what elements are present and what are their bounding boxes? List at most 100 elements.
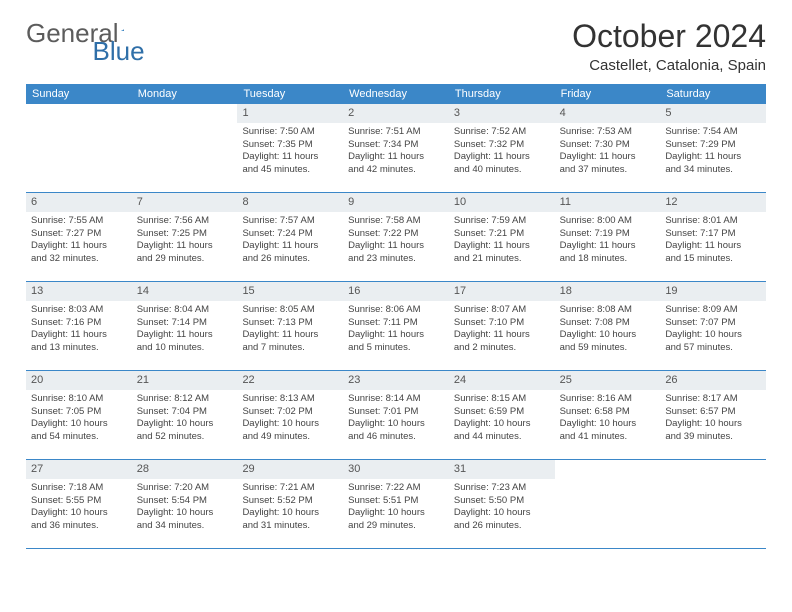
sunrise-text: Sunrise: 7:50 AM xyxy=(242,126,338,139)
daylight-text: and 41 minutes. xyxy=(560,431,656,444)
daylight-text: Daylight: 11 hours xyxy=(560,151,656,164)
day-cell: 27Sunrise: 7:18 AMSunset: 5:55 PMDayligh… xyxy=(26,460,132,548)
daylight-text: and 52 minutes. xyxy=(137,431,233,444)
day-number: 11 xyxy=(555,193,661,212)
sunrise-text: Sunrise: 7:58 AM xyxy=(348,215,444,228)
daylight-text: and 37 minutes. xyxy=(560,164,656,177)
day-number: 15 xyxy=(237,282,343,301)
day-cell-empty xyxy=(26,104,132,192)
daylight-text: and 2 minutes. xyxy=(454,342,550,355)
day-body: Sunrise: 7:59 AMSunset: 7:21 PMDaylight:… xyxy=(449,212,555,271)
day-cell: 25Sunrise: 8:16 AMSunset: 6:58 PMDayligh… xyxy=(555,371,661,459)
day-body: Sunrise: 7:23 AMSunset: 5:50 PMDaylight:… xyxy=(449,479,555,538)
daylight-text: Daylight: 11 hours xyxy=(242,240,338,253)
day-cell: 3Sunrise: 7:52 AMSunset: 7:32 PMDaylight… xyxy=(449,104,555,192)
daylight-text: and 29 minutes. xyxy=(348,520,444,533)
day-cell: 2Sunrise: 7:51 AMSunset: 7:34 PMDaylight… xyxy=(343,104,449,192)
sunset-text: Sunset: 7:22 PM xyxy=(348,228,444,241)
sunrise-text: Sunrise: 7:54 AM xyxy=(665,126,761,139)
weekday-header: Wednesday xyxy=(343,84,449,104)
sunset-text: Sunset: 7:01 PM xyxy=(348,406,444,419)
sunrise-text: Sunrise: 8:07 AM xyxy=(454,304,550,317)
day-body: Sunrise: 7:50 AMSunset: 7:35 PMDaylight:… xyxy=(237,123,343,182)
sunrise-text: Sunrise: 7:18 AM xyxy=(31,482,127,495)
day-cell: 21Sunrise: 8:12 AMSunset: 7:04 PMDayligh… xyxy=(132,371,238,459)
sunset-text: Sunset: 5:55 PM xyxy=(31,495,127,508)
day-body: Sunrise: 8:13 AMSunset: 7:02 PMDaylight:… xyxy=(237,390,343,449)
day-number: 29 xyxy=(237,460,343,479)
sunset-text: Sunset: 7:29 PM xyxy=(665,139,761,152)
daylight-text: and 13 minutes. xyxy=(31,342,127,355)
sunset-text: Sunset: 6:58 PM xyxy=(560,406,656,419)
sunrise-text: Sunrise: 7:23 AM xyxy=(454,482,550,495)
sunset-text: Sunset: 7:21 PM xyxy=(454,228,550,241)
day-cell-empty xyxy=(555,460,661,548)
daylight-text: and 26 minutes. xyxy=(242,253,338,266)
sunset-text: Sunset: 5:50 PM xyxy=(454,495,550,508)
day-cell: 26Sunrise: 8:17 AMSunset: 6:57 PMDayligh… xyxy=(660,371,766,459)
sunrise-text: Sunrise: 7:57 AM xyxy=(242,215,338,228)
daylight-text: and 7 minutes. xyxy=(242,342,338,355)
daylight-text: and 46 minutes. xyxy=(348,431,444,444)
daylight-text: and 29 minutes. xyxy=(137,253,233,266)
weekday-header: Thursday xyxy=(449,84,555,104)
daylight-text: Daylight: 11 hours xyxy=(348,240,444,253)
daylight-text: and 26 minutes. xyxy=(454,520,550,533)
sunrise-text: Sunrise: 7:56 AM xyxy=(137,215,233,228)
sunrise-text: Sunrise: 7:22 AM xyxy=(348,482,444,495)
day-number: 14 xyxy=(132,282,238,301)
day-cell: 17Sunrise: 8:07 AMSunset: 7:10 PMDayligh… xyxy=(449,282,555,370)
daylight-text: Daylight: 11 hours xyxy=(665,240,761,253)
sunset-text: Sunset: 7:24 PM xyxy=(242,228,338,241)
sunset-text: Sunset: 7:05 PM xyxy=(31,406,127,419)
day-number: 5 xyxy=(660,104,766,123)
day-cell: 5Sunrise: 7:54 AMSunset: 7:29 PMDaylight… xyxy=(660,104,766,192)
day-number: 9 xyxy=(343,193,449,212)
day-number: 20 xyxy=(26,371,132,390)
day-body: Sunrise: 8:14 AMSunset: 7:01 PMDaylight:… xyxy=(343,390,449,449)
day-number: 22 xyxy=(237,371,343,390)
day-cell: 29Sunrise: 7:21 AMSunset: 5:52 PMDayligh… xyxy=(237,460,343,548)
daylight-text: Daylight: 10 hours xyxy=(454,507,550,520)
sunset-text: Sunset: 7:14 PM xyxy=(137,317,233,330)
daylight-text: Daylight: 10 hours xyxy=(242,418,338,431)
sunrise-text: Sunrise: 8:13 AM xyxy=(242,393,338,406)
title-block: October 2024 Castellet, Catalonia, Spain xyxy=(572,18,766,74)
day-body: Sunrise: 7:55 AMSunset: 7:27 PMDaylight:… xyxy=(26,212,132,271)
day-number: 2 xyxy=(343,104,449,123)
header: General Blue October 2024 Castellet, Cat… xyxy=(26,18,766,74)
day-body: Sunrise: 7:22 AMSunset: 5:51 PMDaylight:… xyxy=(343,479,449,538)
day-body: Sunrise: 8:01 AMSunset: 7:17 PMDaylight:… xyxy=(660,212,766,271)
sunrise-text: Sunrise: 8:16 AM xyxy=(560,393,656,406)
calendar: SundayMondayTuesdayWednesdayThursdayFrid… xyxy=(26,84,766,549)
weekday-header: Sunday xyxy=(26,84,132,104)
day-cell-empty xyxy=(132,104,238,192)
sunset-text: Sunset: 7:32 PM xyxy=(454,139,550,152)
sunrise-text: Sunrise: 8:09 AM xyxy=(665,304,761,317)
daylight-text: Daylight: 10 hours xyxy=(31,418,127,431)
sunrise-text: Sunrise: 7:59 AM xyxy=(454,215,550,228)
sunset-text: Sunset: 5:52 PM xyxy=(242,495,338,508)
day-cell: 8Sunrise: 7:57 AMSunset: 7:24 PMDaylight… xyxy=(237,193,343,281)
daylight-text: Daylight: 10 hours xyxy=(31,507,127,520)
daylight-text: Daylight: 10 hours xyxy=(242,507,338,520)
day-body: Sunrise: 8:07 AMSunset: 7:10 PMDaylight:… xyxy=(449,301,555,360)
daylight-text: Daylight: 11 hours xyxy=(454,151,550,164)
sunrise-text: Sunrise: 8:06 AM xyxy=(348,304,444,317)
day-cell: 31Sunrise: 7:23 AMSunset: 5:50 PMDayligh… xyxy=(449,460,555,548)
sunset-text: Sunset: 7:13 PM xyxy=(242,317,338,330)
day-number: 24 xyxy=(449,371,555,390)
day-number: 7 xyxy=(132,193,238,212)
daylight-text: Daylight: 10 hours xyxy=(665,418,761,431)
sunset-text: Sunset: 7:11 PM xyxy=(348,317,444,330)
day-cell: 30Sunrise: 7:22 AMSunset: 5:51 PMDayligh… xyxy=(343,460,449,548)
day-cell: 4Sunrise: 7:53 AMSunset: 7:30 PMDaylight… xyxy=(555,104,661,192)
sunset-text: Sunset: 7:04 PM xyxy=(137,406,233,419)
daylight-text: Daylight: 10 hours xyxy=(348,418,444,431)
daylight-text: Daylight: 10 hours xyxy=(560,418,656,431)
day-number: 30 xyxy=(343,460,449,479)
daylight-text: Daylight: 11 hours xyxy=(31,329,127,342)
day-cell: 13Sunrise: 8:03 AMSunset: 7:16 PMDayligh… xyxy=(26,282,132,370)
daylight-text: and 5 minutes. xyxy=(348,342,444,355)
sunset-text: Sunset: 7:25 PM xyxy=(137,228,233,241)
